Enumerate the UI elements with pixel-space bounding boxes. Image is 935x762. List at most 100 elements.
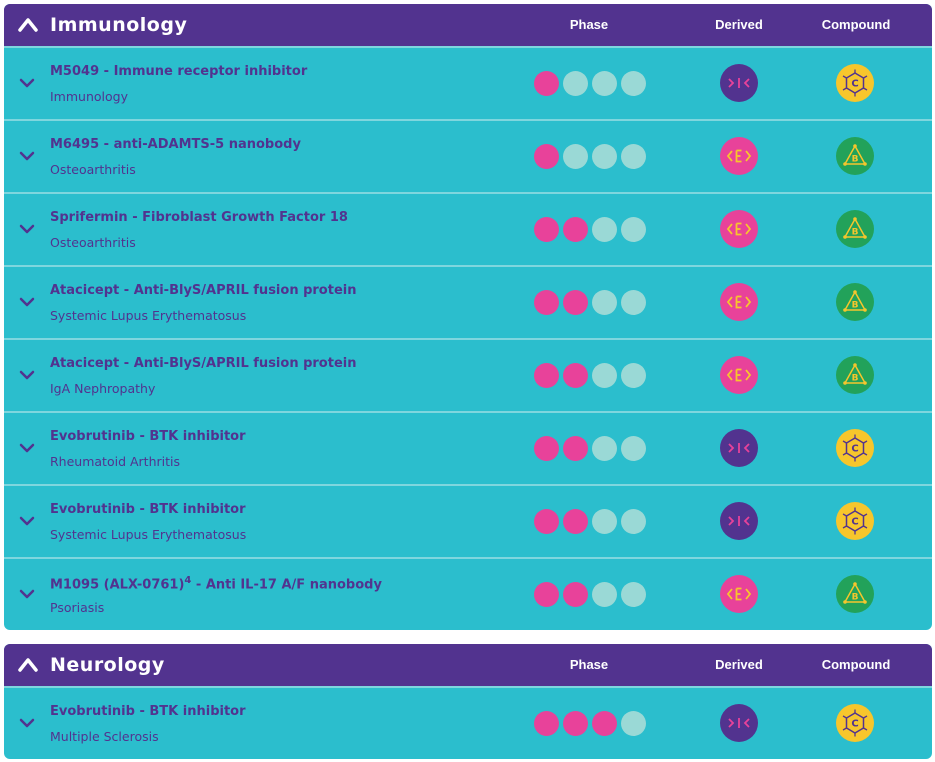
phase-dot xyxy=(592,711,617,736)
svg-text:C: C xyxy=(851,719,858,730)
chevron-down-icon[interactable] xyxy=(18,368,36,382)
compound-biological-icon: B xyxy=(836,137,874,175)
derived-e-icon xyxy=(720,356,758,394)
section-immunology: Immunology Phase Derived Compound M5049 … xyxy=(4,4,932,630)
section-header[interactable]: Immunology Phase Derived Compound xyxy=(4,4,932,48)
phase-indicator xyxy=(534,217,646,242)
compound-name-text: M6495 - anti-ADAMTS-5 nanobody xyxy=(50,137,301,152)
compound-name: Sprifermin - Fibroblast Growth Factor 18 xyxy=(50,210,348,225)
phase-indicator xyxy=(534,509,646,534)
column-header-phase: Phase xyxy=(569,657,609,672)
phase-dot xyxy=(534,71,559,96)
phase-indicator xyxy=(534,582,646,607)
pipeline-row[interactable]: Atacicept - Anti-BlyS/APRIL fusion prote… xyxy=(4,340,932,413)
pipeline-list: M5049 - Immune receptor inhibitor Immunol… xyxy=(4,48,932,630)
derived-e-icon xyxy=(720,575,758,613)
pipeline-row[interactable]: M6495 - anti-ADAMTS-5 nanobody Osteoarthr… xyxy=(4,121,932,194)
phase-dot xyxy=(592,290,617,315)
compound-biological-icon: B xyxy=(836,210,874,248)
phase-dot xyxy=(621,582,646,607)
phase-dot xyxy=(563,582,588,607)
svg-text:B: B xyxy=(852,301,859,311)
section-title: Immunology xyxy=(50,14,188,36)
phase-dot xyxy=(534,509,559,534)
compound-name-suffix: - Anti IL-17 A/F nanobody xyxy=(191,577,382,593)
compound-name: M6495 - anti-ADAMTS-5 nanobody xyxy=(50,137,301,152)
phase-dot xyxy=(621,509,646,534)
compound-biological-icon: B xyxy=(836,283,874,321)
indication: IgA Nephropathy xyxy=(50,381,156,396)
phase-indicator xyxy=(534,144,646,169)
pipeline-row[interactable]: Evobrutinib - BTK inhibitor Rheumatoid Ar… xyxy=(4,413,932,486)
phase-dot xyxy=(534,144,559,169)
svg-text:C: C xyxy=(851,444,858,455)
pipeline-row[interactable]: M1095 (ALX-0761)4 - Anti IL-17 A/F nanob… xyxy=(4,559,932,630)
phase-indicator xyxy=(534,363,646,388)
chevron-up-icon[interactable] xyxy=(16,653,40,677)
derived-x-icon xyxy=(720,64,758,102)
svg-text:B: B xyxy=(852,155,859,165)
compound-name: M1095 (ALX-0761)4 - Anti IL-17 A/F nanob… xyxy=(50,575,382,592)
indication: Rheumatoid Arthritis xyxy=(50,454,180,469)
compound-name-text: Evobrutinib - BTK inhibitor xyxy=(50,502,246,517)
pipeline-row[interactable]: M5049 - Immune receptor inhibitor Immunol… xyxy=(4,48,932,121)
phase-dot xyxy=(563,509,588,534)
column-header-derived: Derived xyxy=(715,657,763,672)
svg-text:B: B xyxy=(852,374,859,384)
column-header-derived: Derived xyxy=(715,17,763,32)
pipeline-row[interactable]: Evobrutinib - BTK inhibitor Systemic Lupu… xyxy=(4,486,932,559)
phase-dot xyxy=(534,582,559,607)
indication: Immunology xyxy=(50,89,128,104)
phase-dot xyxy=(563,363,588,388)
chevron-down-icon[interactable] xyxy=(18,76,36,90)
derived-x-icon xyxy=(720,502,758,540)
indication: Systemic Lupus Erythematosus xyxy=(50,308,247,323)
compound-name-text: M1095 (ALX-0761) xyxy=(50,577,185,593)
compound-name-text: M5049 - Immune receptor inhibitor xyxy=(50,64,308,79)
phase-dot xyxy=(621,711,646,736)
phase-indicator xyxy=(534,290,646,315)
column-header-phase: Phase xyxy=(569,17,609,32)
phase-dot xyxy=(592,582,617,607)
phase-dot xyxy=(621,436,646,461)
chevron-down-icon[interactable] xyxy=(18,222,36,236)
phase-dot xyxy=(621,363,646,388)
phase-dot xyxy=(534,217,559,242)
chevron-down-icon[interactable] xyxy=(18,587,36,601)
derived-e-icon xyxy=(720,210,758,248)
pipeline-list: Evobrutinib - BTK inhibitor Multiple Scle… xyxy=(4,688,932,759)
phase-dot xyxy=(563,711,588,736)
chevron-down-icon[interactable] xyxy=(18,441,36,455)
phase-dot xyxy=(592,144,617,169)
phase-dot xyxy=(621,290,646,315)
phase-indicator xyxy=(534,711,646,736)
chevron-down-icon[interactable] xyxy=(18,514,36,528)
derived-x-icon xyxy=(720,704,758,742)
phase-dot xyxy=(563,71,588,96)
derived-e-icon xyxy=(720,137,758,175)
indication: Osteoarthritis xyxy=(50,162,136,177)
phase-dot xyxy=(563,217,588,242)
pipeline-row[interactable]: Sprifermin - Fibroblast Growth Factor 18… xyxy=(4,194,932,267)
chevron-down-icon[interactable] xyxy=(18,295,36,309)
compound-name-text: Atacicept - Anti-BlyS/APRIL fusion prote… xyxy=(50,283,357,298)
phase-dot xyxy=(592,217,617,242)
pipeline-row[interactable]: Evobrutinib - BTK inhibitor Multiple Scle… xyxy=(4,688,932,759)
column-header-compound: Compound xyxy=(821,657,891,672)
svg-text:B: B xyxy=(852,593,859,603)
phase-dot xyxy=(534,290,559,315)
section-header[interactable]: Neurology Phase Derived Compound xyxy=(4,644,932,688)
chevron-down-icon[interactable] xyxy=(18,149,36,163)
svg-text:C: C xyxy=(851,517,858,528)
phase-dot xyxy=(563,436,588,461)
phase-dot xyxy=(621,71,646,96)
chevron-down-icon[interactable] xyxy=(18,716,36,730)
chevron-up-icon[interactable] xyxy=(16,13,40,37)
compound-biological-icon: B xyxy=(836,575,874,613)
derived-e-icon xyxy=(720,283,758,321)
compound-name: Atacicept - Anti-BlyS/APRIL fusion prote… xyxy=(50,356,356,371)
phase-indicator xyxy=(534,436,646,461)
pipeline-row[interactable]: Atacicept - Anti-BlyS/APRIL fusion prote… xyxy=(4,267,932,340)
indication: Multiple Sclerosis xyxy=(50,729,159,744)
section-neurology: Neurology Phase Derived Compound Evobrut… xyxy=(4,644,932,759)
